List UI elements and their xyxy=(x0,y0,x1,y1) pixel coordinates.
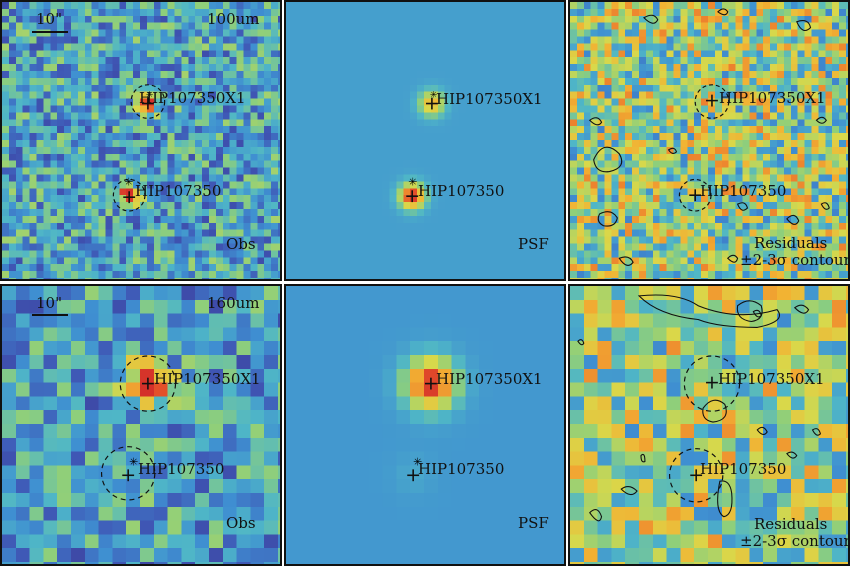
resid-160um-overlay xyxy=(577,294,821,522)
residuals-label: Residuals xyxy=(754,234,828,252)
scale-bar-label: 10" xyxy=(36,294,62,312)
band-label: 100um xyxy=(207,10,260,28)
star-marker: ✳ xyxy=(413,455,422,468)
source-circle-x1 xyxy=(130,84,166,119)
source-label-x1: HIP107350X1 xyxy=(154,370,261,388)
source-label-hip: HIP107350 xyxy=(700,460,787,478)
source-label-x1: HIP107350X1 xyxy=(719,89,826,107)
contours-label: ±2-3σ contours xyxy=(740,532,850,550)
panel-corner-label: Obs xyxy=(226,235,256,253)
source-label-x1: HIP107350X1 xyxy=(139,89,246,107)
psf-100um-image xyxy=(286,2,564,279)
panel-corner-label: PSF xyxy=(518,514,549,532)
source-circle-x1 xyxy=(119,355,177,412)
contours-label: ±2-3σ contours xyxy=(740,251,850,269)
band-label: 160um xyxy=(207,294,260,312)
scale-bar-label: 10" xyxy=(36,10,62,28)
source-label-hip: HIP107350 xyxy=(138,460,225,478)
source-label-x1: HIP107350X1 xyxy=(436,90,543,108)
panel-corner-label: PSF xyxy=(518,235,549,253)
psf-160um-panel: ✳ HIP107350X1 HIP107350 PSF xyxy=(284,284,566,566)
source-circle-x1 xyxy=(694,84,730,119)
source-label-hip: HIP107350 xyxy=(418,460,505,478)
star-marker: ✳ xyxy=(430,91,437,101)
source-circle-hip xyxy=(112,178,146,212)
source-label-x1: HIP107350X1 xyxy=(436,370,543,388)
panel-corner-label: Obs xyxy=(226,514,256,532)
scale-bar xyxy=(32,314,68,316)
obs-160um-panel: ✳ 10" 160um HIP107350X1 HIP107350 Obs xyxy=(0,284,282,566)
resid-100um-image xyxy=(570,2,848,279)
source-label-hip: HIP107350 xyxy=(700,182,787,200)
source-label-hip: HIP107350 xyxy=(418,182,505,200)
obs-160um-image xyxy=(2,286,280,564)
resid-160um-image xyxy=(570,286,848,564)
obs-160um-overlay: ✳ xyxy=(100,355,177,501)
source-label-x1: HIP107350X1 xyxy=(718,370,825,388)
psf-100um-panel: ✳ ✳ HIP107350X1 HIP107350 PSF xyxy=(284,0,566,281)
scale-bar xyxy=(32,31,68,33)
resid-100um-overlay xyxy=(588,8,830,266)
star-marker: ✳ xyxy=(124,175,133,188)
obs-100um-panel: ✳ ✳ 10" 100um HIP107350X1 HIP107350 Obs xyxy=(0,0,282,281)
obs-100um-overlay: ✳ ✳ xyxy=(112,84,166,212)
psf-160um-overlay: ✳ xyxy=(407,377,437,482)
star-marker: ✳ xyxy=(146,91,153,101)
residuals-label: Residuals xyxy=(754,515,828,533)
psf-160um-image xyxy=(286,286,564,564)
source-circle-x1 xyxy=(683,355,741,412)
psf-100um-overlay: ✳ ✳ xyxy=(406,91,438,203)
source-circle-hip xyxy=(678,178,712,212)
star-marker: ✳ xyxy=(129,455,138,468)
resid-160um-panel: HIP107350X1 HIP107350 Residuals ±2-3σ co… xyxy=(568,284,850,566)
star-marker: ✳ xyxy=(408,175,417,188)
resid-100um-panel: HIP107350X1 HIP107350 Residuals ±2-3σ co… xyxy=(568,0,850,281)
obs-100um-image xyxy=(2,2,280,279)
source-label-hip: HIP107350 xyxy=(135,182,222,200)
source-circle-hip xyxy=(100,446,156,501)
